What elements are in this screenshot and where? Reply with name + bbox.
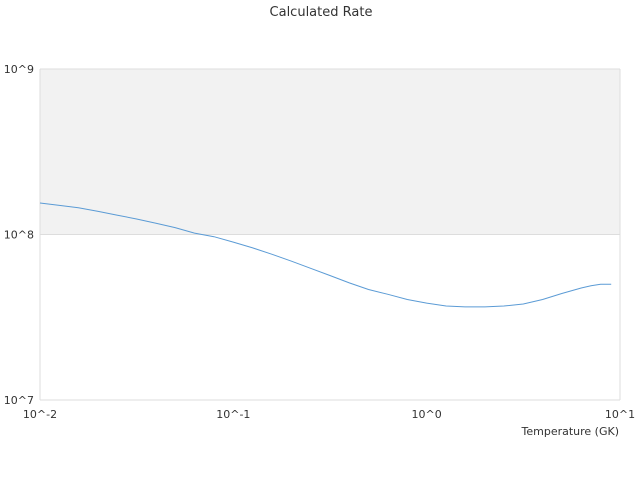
tick-labels: 10^-2 10^-1 10^0 10^1 10^7 10^8 10^9 [4, 63, 635, 421]
gridlines [39, 68, 621, 401]
plot-background-bands [40, 69, 620, 400]
y-tick-label: 10^9 [4, 63, 34, 76]
x-tick-label: 10^-2 [23, 408, 57, 421]
x-tick-label: 10^1 [605, 408, 635, 421]
plot-band-0 [40, 234, 620, 400]
x-axis-title: Temperature (GK) [521, 425, 620, 438]
x-tick-label: 10^-1 [216, 408, 250, 421]
chart-title: Calculated Rate [270, 5, 373, 20]
y-tick-label: 10^7 [4, 394, 34, 407]
series-line-0 [39, 202, 612, 308]
y-tick-label: 10^8 [4, 229, 34, 242]
plot-band-1 [40, 69, 620, 235]
series-group [39, 202, 612, 308]
x-tick-label: 10^0 [412, 408, 442, 421]
